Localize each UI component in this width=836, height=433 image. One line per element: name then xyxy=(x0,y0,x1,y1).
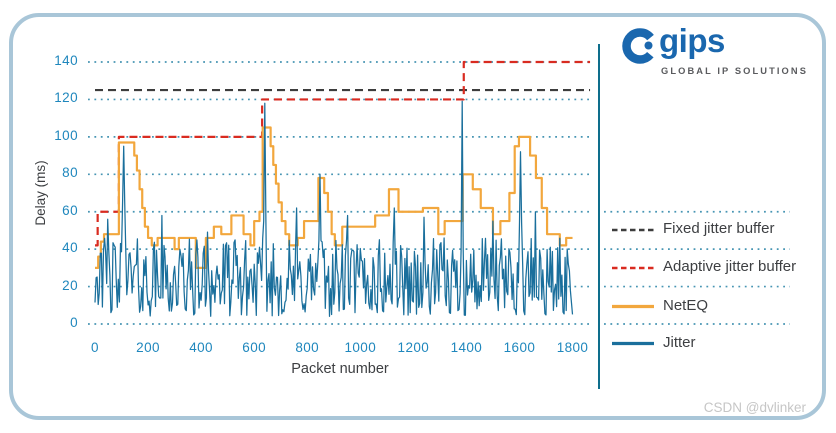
x-tick-label-400: 400 xyxy=(189,340,213,355)
gips-logo-mark-dot xyxy=(644,41,653,50)
legend-label-neteq: NetEQ xyxy=(663,296,709,314)
x-tick-label-1200: 1200 xyxy=(397,340,430,355)
y-tick-label-40: 40 xyxy=(62,240,78,256)
series-jitter xyxy=(94,100,574,317)
legend-label-adaptive-jitter-buffer: Adaptive jitter buffer xyxy=(663,258,797,275)
x-axis-title: Packet number xyxy=(291,361,389,377)
y-tick-label-80: 80 xyxy=(62,165,78,181)
series-adaptive-jitter-buffer xyxy=(95,60,591,247)
y-tick-label-120: 120 xyxy=(54,90,78,106)
csdn-watermark: CSDN @dvlinker xyxy=(703,400,806,415)
x-tick-label-1800: 1800 xyxy=(556,340,589,355)
y-tick-label-60: 60 xyxy=(62,202,78,218)
y-tick-label-20: 20 xyxy=(62,277,78,293)
gips-logo-text: gips xyxy=(659,22,725,59)
y-tick-label-0: 0 xyxy=(70,315,78,330)
x-tick-label-600: 600 xyxy=(242,340,267,355)
x-tick-label-1000: 1000 xyxy=(344,340,377,355)
gips-logo-mark xyxy=(622,28,658,64)
legend-label-fixed-jitter-buffer: Fixed jitter buffer xyxy=(663,220,775,237)
y-tick-label-100: 100 xyxy=(54,127,78,143)
x-tick-label-800: 800 xyxy=(295,340,320,355)
legend-label-jitter: Jitter xyxy=(663,333,696,351)
series-neteq xyxy=(95,126,573,269)
x-tick-label-200: 200 xyxy=(136,340,160,355)
y-tick-label-140: 140 xyxy=(54,53,78,68)
gips-logo-tagline: GLOBAL IP SOLUTIONS xyxy=(661,66,808,76)
x-tick-label-1600: 1600 xyxy=(503,340,536,355)
x-tick-label-0: 0 xyxy=(91,340,99,355)
y-axis-title: Delay (ms) xyxy=(33,160,48,226)
x-tick-label-1400: 1400 xyxy=(450,340,483,355)
